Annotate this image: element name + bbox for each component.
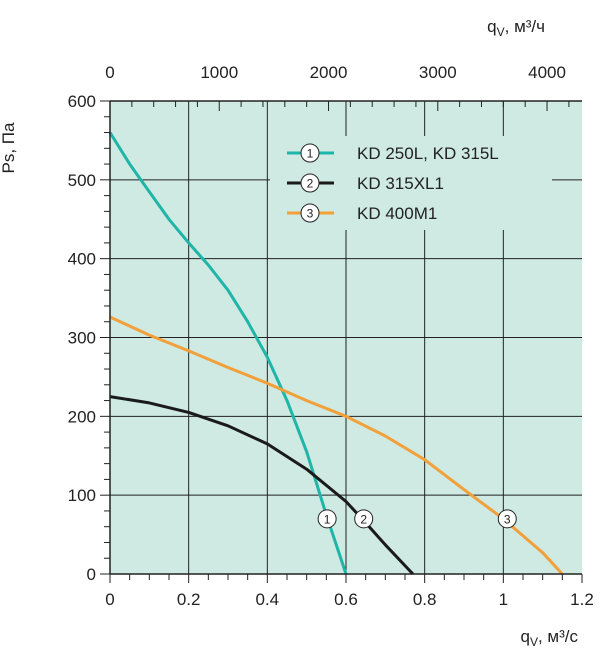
x-tick-label: 0.4 — [256, 590, 280, 609]
x2-tick-label: 3000 — [419, 63, 457, 82]
x-tick-label: 0.8 — [413, 590, 437, 609]
x2-tick-label: 0 — [105, 63, 114, 82]
legend-entry-2: KD 315XL1 — [357, 174, 444, 193]
axes: 0 0.2 0.4 0.6 0.8 1 1.2 0 100 200 300 400 500 600 0 100… — [68, 63, 594, 609]
legend-marker-2 — [300, 173, 320, 193]
y-tick-label: 0 — [87, 565, 96, 584]
legend-marker-label-2: 2 — [307, 177, 314, 191]
top-axis-title: qV, м³/ч — [487, 17, 545, 39]
legend-marker-label-3: 3 — [307, 207, 314, 221]
curve-marker-2 — [354, 509, 374, 529]
x-tick-label: 0.6 — [334, 590, 358, 609]
curve-markers: 1 2 3 — [317, 509, 517, 529]
y-tick-label: 500 — [68, 171, 96, 190]
y-tick-label: 200 — [68, 407, 96, 426]
y-tick-label: 600 — [68, 92, 96, 111]
series-line-1 — [108, 131, 348, 575]
y-tick-label: 300 — [68, 329, 96, 348]
legend-marker-1 — [300, 143, 320, 163]
y-axis-title: Ps, Па — [0, 122, 18, 174]
x-tick-label: 1.2 — [570, 590, 594, 609]
legend-marker-3 — [300, 203, 320, 223]
curve-marker-1 — [317, 509, 337, 529]
x-tick-label: 1 — [499, 590, 508, 609]
curve-marker-label-1: 1 — [324, 512, 331, 526]
y-tick-label: 400 — [68, 250, 96, 269]
bottom-axis-title: qV, м³/с — [520, 627, 578, 649]
curve-marker-label-2: 2 — [360, 512, 367, 526]
legend: 1 KD 250L, KD 315L 2 KD 315XL1 3 KD 400M1 — [270, 136, 552, 230]
series-line-2 — [109, 395, 414, 576]
x2-tick-label: 1000 — [200, 63, 238, 82]
legend-entry-3: KD 400M1 — [357, 204, 437, 223]
curve-marker-label-3: 3 — [504, 512, 511, 526]
x-tick-label: 0 — [105, 590, 114, 609]
curve-marker-3 — [497, 509, 517, 529]
x-tick-label: 0.2 — [177, 590, 201, 609]
x2-tick-label: 4000 — [528, 63, 566, 82]
x2-tick-label: 2000 — [310, 63, 348, 82]
legend-marker-label-1: 1 — [307, 147, 314, 161]
y-tick-label: 100 — [68, 486, 96, 505]
legend-entry-1: KD 250L, KD 315L — [357, 144, 499, 163]
